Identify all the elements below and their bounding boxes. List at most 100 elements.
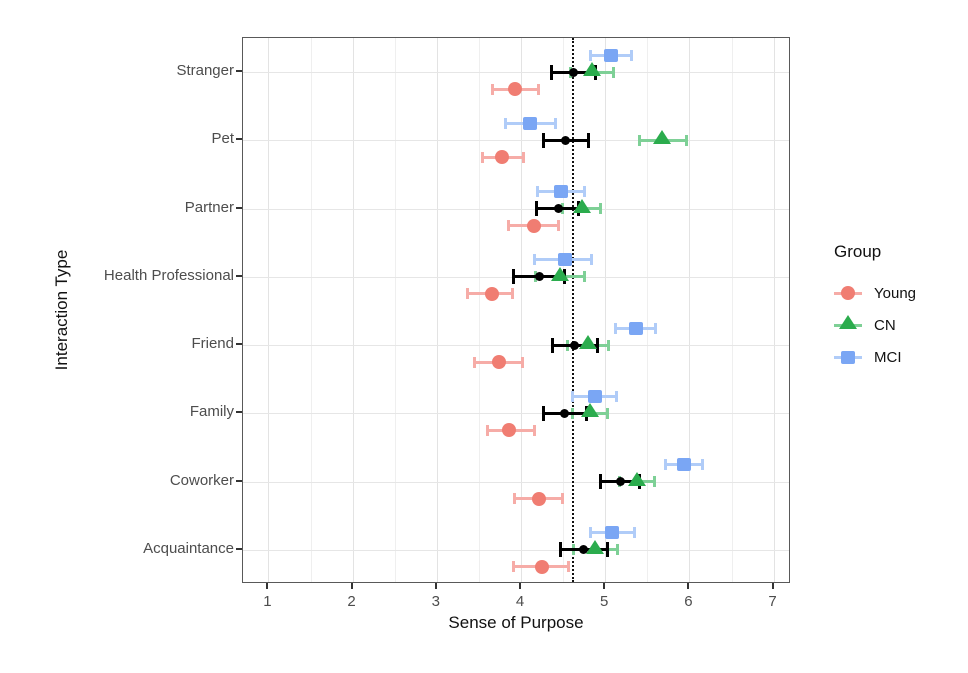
error-bar-cap-right — [633, 527, 637, 539]
marker-triangle-cn — [550, 266, 569, 281]
marker-black-point — [535, 272, 545, 282]
gridline-major-v — [605, 38, 607, 582]
x-axis-tick — [434, 583, 437, 589]
error-bar-cap-left — [542, 405, 546, 421]
x-tick-label: 3 — [431, 593, 440, 610]
error-bar-cap-right — [587, 132, 591, 148]
error-bar-cap-right — [615, 544, 619, 556]
x-axis-tick — [603, 583, 606, 589]
gridline-h — [243, 345, 789, 347]
error-bar-cap-left — [532, 254, 536, 266]
legend-label: CN — [874, 317, 896, 334]
marker-black-point — [554, 204, 564, 214]
marker-square-mci — [841, 350, 855, 364]
error-bar-cap-left — [506, 220, 510, 232]
marker-square-mci — [604, 48, 619, 62]
error-bar-cap-right — [582, 271, 586, 283]
error-bar-cap-left — [551, 337, 555, 353]
x-tick-label: 1 — [263, 593, 272, 610]
error-bar-cap-left — [638, 134, 642, 146]
x-axis-title: Sense of Purpose — [448, 613, 584, 632]
error-bar-cap-left — [513, 493, 517, 505]
error-bar-cap-left — [511, 269, 515, 285]
error-bar-cap-left — [664, 459, 668, 471]
gridline-minor-v — [394, 38, 396, 582]
y-category-label: Health Professional — [103, 266, 234, 284]
marker-circle-young — [508, 82, 523, 97]
marker-triangle-cn — [582, 62, 601, 77]
error-bar-cap-right — [612, 66, 616, 78]
error-bar-cap-right — [560, 493, 564, 505]
error-bar-cap-right — [700, 459, 704, 471]
gridline-major-v — [773, 38, 775, 582]
legend-entry-mci: MCI — [834, 346, 954, 368]
marker-circle-young — [527, 218, 542, 233]
marker-black-point — [578, 545, 588, 555]
error-bar-cap-right — [521, 356, 525, 368]
y-axis-tick — [236, 70, 242, 73]
marker-triangle-cn — [628, 471, 647, 486]
y-axis-tick — [236, 479, 242, 482]
y-category-label: Acquaintance — [143, 539, 234, 557]
gridline-h — [243, 72, 789, 74]
error-bar-cap-left — [589, 49, 593, 61]
legend-entry-cn: CN — [834, 314, 954, 336]
x-axis-tick — [519, 583, 521, 589]
error-bar-cap-right — [614, 390, 618, 402]
legend-key — [834, 282, 862, 304]
error-bar-cap-right — [596, 337, 600, 353]
plot-panel — [242, 37, 790, 583]
marker-square-mci — [629, 321, 644, 335]
y-category-label: Partner — [184, 198, 234, 216]
gridline-h — [243, 481, 789, 483]
error-bar-cap-right — [566, 561, 570, 573]
gridline-minor-v — [563, 38, 565, 582]
error-bar-cap-left — [542, 132, 546, 148]
marker-triangle-cn — [653, 130, 672, 145]
legend-key — [834, 346, 862, 368]
gridline-h — [243, 140, 789, 142]
marker-triangle-cn — [578, 335, 597, 350]
legend-entry-young: Young — [834, 282, 954, 304]
legend-label: Young — [874, 285, 916, 302]
error-bar-cap-left — [550, 64, 554, 80]
x-axis-tick — [771, 583, 774, 589]
marker-square-mci — [604, 526, 619, 540]
error-bar-cap-right — [606, 407, 610, 419]
error-bar-cap-left — [589, 527, 593, 539]
error-bar-cap-left — [481, 151, 485, 163]
x-tick-label: 2 — [347, 593, 356, 610]
marker-triangle-cn — [839, 315, 857, 329]
error-bar-cap-right — [607, 339, 611, 351]
marker-circle-young — [531, 491, 546, 506]
error-bar-cap-right — [511, 288, 515, 300]
y-category-label: Family — [189, 403, 234, 421]
error-bar-cap-left — [536, 186, 540, 198]
marker-square-mci — [677, 458, 692, 472]
gridline-major-v — [689, 38, 691, 582]
y-category-label: Friend — [191, 335, 234, 353]
marker-square-mci — [553, 185, 568, 199]
error-bar-cap-left — [485, 424, 489, 436]
legend-key — [834, 314, 862, 336]
x-axis-tick — [266, 583, 269, 589]
y-axis-tick — [236, 274, 242, 277]
y-axis-tick — [236, 138, 242, 141]
gridline-major-v — [436, 38, 438, 582]
x-tick-label: 7 — [768, 593, 777, 610]
gridline-minor-v — [731, 38, 733, 582]
marker-square-mci — [557, 253, 572, 267]
error-bar-cap-left — [535, 201, 539, 217]
legend-label: MCI — [874, 349, 902, 366]
y-category-label: Coworker — [169, 471, 234, 489]
gridline-h — [243, 549, 789, 551]
x-axis-tick — [350, 583, 353, 589]
marker-black-point — [615, 477, 625, 487]
error-bar-cap-right — [629, 49, 633, 61]
gridline-major-v — [352, 38, 354, 582]
error-bar-cap-right — [654, 322, 658, 334]
x-tick-label: 5 — [600, 593, 609, 610]
y-axis-tick — [236, 547, 242, 550]
marker-circle-young — [535, 559, 550, 574]
